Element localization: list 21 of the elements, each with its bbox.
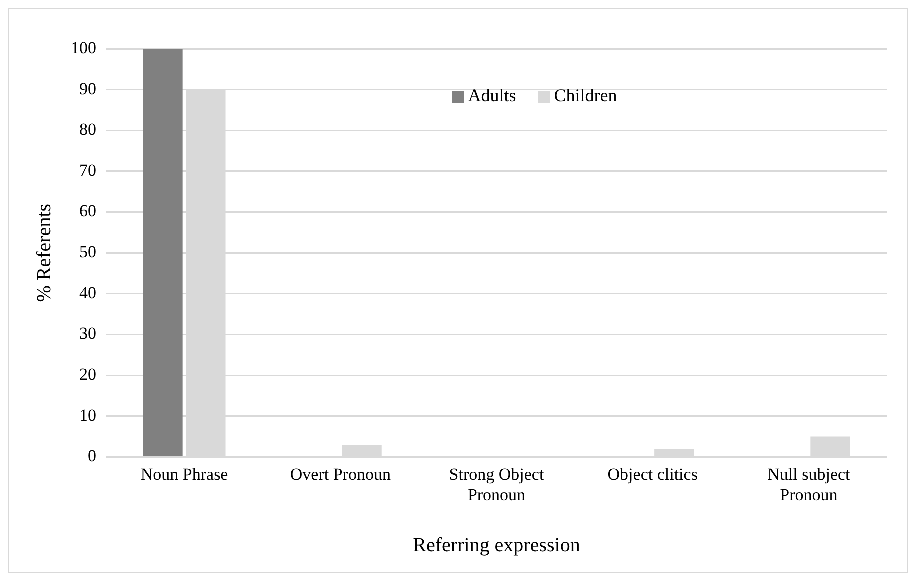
x-tick-label: Noun Phrase <box>140 464 228 484</box>
legend-label: Adults <box>468 86 516 106</box>
y-tick-label: 40 <box>80 283 96 302</box>
x-tick-label: Overt Pronoun <box>290 464 392 484</box>
y-axis-title: % Referents <box>33 204 56 302</box>
y-tick-label: 70 <box>80 160 96 180</box>
x-tick-label: Null subject Pronoun <box>768 464 851 504</box>
x-tick-label: Strong Object Pronoun <box>449 464 544 504</box>
y-tick-label: 10 <box>80 406 96 425</box>
y-tick-label: 60 <box>80 202 96 221</box>
x-tick-label: Object clitics <box>608 464 698 484</box>
y-tick-label: 80 <box>80 120 96 140</box>
y-tick-label: 50 <box>80 242 96 262</box>
y-tick-label: 90 <box>80 79 96 98</box>
x-axis-title: Referring expression <box>413 534 580 556</box>
legend-label: Children <box>554 86 618 106</box>
y-tick-label: 100 <box>71 38 96 58</box>
y-tick-label: 20 <box>80 365 96 384</box>
y-tick-label: 0 <box>88 446 96 466</box>
y-tick-label: 30 <box>80 324 96 344</box>
bar <box>143 49 183 456</box>
